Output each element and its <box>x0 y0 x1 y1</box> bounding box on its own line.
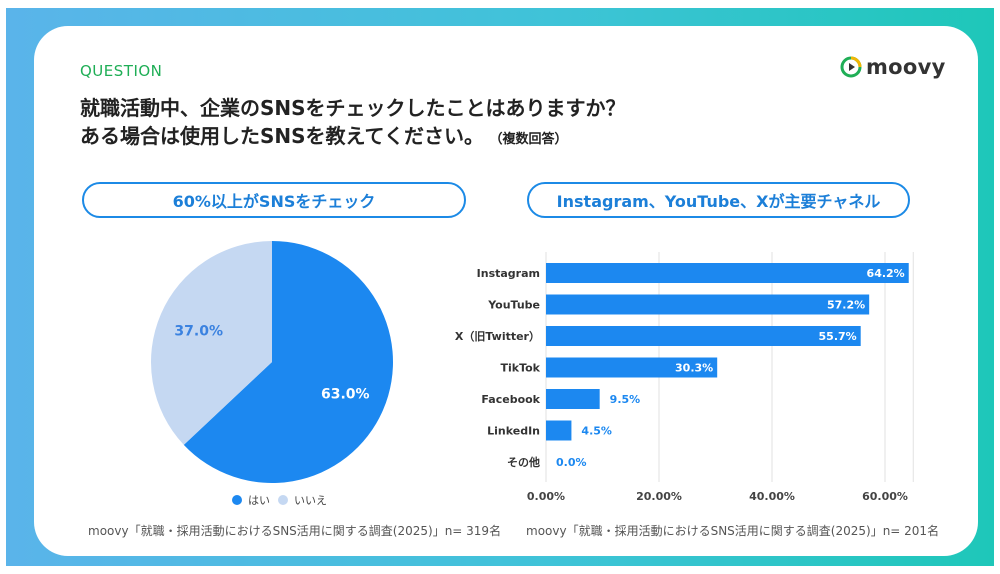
x-tick-label-1: 20.00% <box>636 490 682 503</box>
bar-value-label-3: 30.3% <box>675 362 713 375</box>
logo-text: moovy <box>866 55 946 79</box>
play-circle-icon <box>840 56 862 78</box>
pie-slice-0 <box>183 241 394 483</box>
bar-3 <box>546 357 718 378</box>
bar-value-label-2: 55.7% <box>819 330 857 343</box>
category-label-4: Facebook <box>481 393 540 406</box>
gradient-frame <box>6 8 994 566</box>
category-label-1: YouTube <box>487 299 540 312</box>
bar-value-label-1: 57.2% <box>827 299 865 312</box>
x-tick-label-0: 0.00% <box>527 490 565 503</box>
bar-0 <box>546 263 909 283</box>
bar-2 <box>546 326 861 346</box>
x-tick-label-3: 60.00% <box>862 490 908 503</box>
question-title-line1: 就職活動中、企業のSNSをチェックしたことはありますか？ <box>80 96 626 120</box>
category-label-3: TikTok <box>500 362 540 375</box>
x-tick-label-2: 40.00% <box>749 490 795 503</box>
legend-label-1: いいえ <box>294 494 327 507</box>
category-label-0: Instagram <box>477 267 540 280</box>
bar-4 <box>546 389 600 409</box>
bar-headline: Instagram、YouTube、Xが主要チャネル <box>527 182 910 218</box>
bar-value-label-0: 64.2% <box>867 267 905 280</box>
bar-value-label-6: 0.0% <box>556 456 587 469</box>
bar-source-note: moovy「就職・採用活動におけるSNS活用に関する調査(2025)」n= 20… <box>526 524 940 538</box>
category-label-6: その他 <box>507 455 540 469</box>
question-title-line2-text: ある場合は使用したSNSを教えてください。 <box>80 124 484 148</box>
pie-source-note: moovy「就職・採用活動におけるSNS活用に関する調査(2025)」n= 31… <box>88 524 502 538</box>
bar-1 <box>546 294 870 315</box>
category-label-2: X（旧Twitter） <box>455 330 540 343</box>
bar-value-label-5: 4.5% <box>581 425 612 438</box>
legend-marker-0 <box>232 495 242 505</box>
category-label-5: LinkedIn <box>487 425 540 438</box>
pie-slice-label-0: 63.0% <box>321 387 370 403</box>
moovy-logo: moovy <box>840 55 946 79</box>
bar-5 <box>546 420 572 441</box>
pie-headline: 60%以上がSNSをチェック <box>82 182 466 218</box>
legend-label-0: はい <box>248 494 270 507</box>
pie-slice-label-1: 37.0% <box>174 323 223 339</box>
pie-slice-1 <box>151 241 272 445</box>
question-label: QUESTION <box>80 62 163 80</box>
multiple-answer-note: （複数回答） <box>495 132 568 147</box>
question-title-line2: ある場合は使用したSNSを教えてください。 （複数回答） <box>80 120 567 149</box>
legend-marker-1 <box>278 495 288 505</box>
bar-value-label-4: 9.5% <box>610 393 641 406</box>
